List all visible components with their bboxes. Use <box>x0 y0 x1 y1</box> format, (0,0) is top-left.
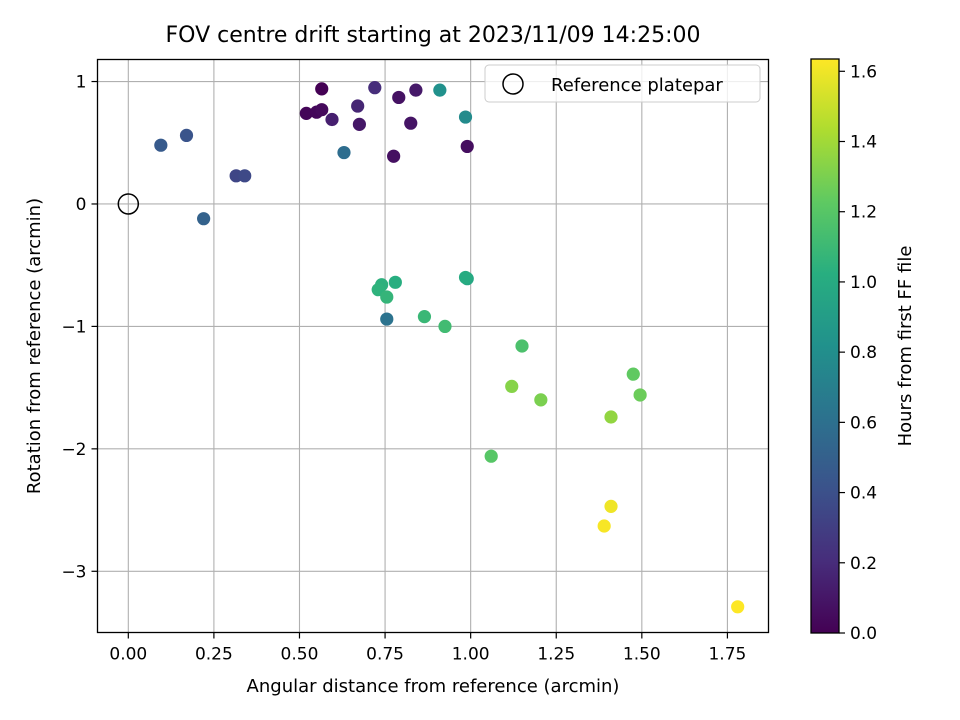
data-point <box>197 212 211 226</box>
data-point <box>438 319 452 334</box>
data-point <box>633 388 647 402</box>
data-point <box>505 379 519 394</box>
colorbar-tick-label: 0.4 <box>850 484 877 504</box>
data-point <box>154 138 168 152</box>
data-point <box>299 106 313 120</box>
grid-lines <box>97 59 769 633</box>
data-point <box>534 393 548 407</box>
data-points <box>117 81 745 614</box>
data-point <box>238 169 252 183</box>
colorbar-tick-label: 1.4 <box>850 133 877 153</box>
colorbar-tick-label: 1.0 <box>850 273 877 293</box>
data-point <box>484 449 498 463</box>
y-tick-label: −3 <box>61 562 86 582</box>
data-point <box>368 81 382 95</box>
data-point <box>460 139 474 154</box>
legend-box <box>484 64 761 103</box>
data-point <box>626 367 640 381</box>
x-axis-label: Angular distance from reference (arcmin) <box>247 676 620 697</box>
data-point <box>387 149 401 163</box>
colorbar-gradient <box>810 58 840 634</box>
colorbar-tick-label: 0.2 <box>850 554 877 574</box>
y-tick-label: −2 <box>61 440 86 460</box>
data-point <box>352 117 366 131</box>
data-point <box>604 410 618 424</box>
x-tick-label: 0.50 <box>281 645 319 665</box>
legend-label-reference: Reference platepar <box>551 75 723 96</box>
colorbar-label: Hours from first FF file <box>895 246 916 447</box>
colorbar-tick-label: 1.2 <box>850 203 877 223</box>
data-point <box>433 83 447 97</box>
data-point <box>409 83 423 97</box>
data-point <box>417 310 432 324</box>
y-tick-label: 1 <box>76 73 87 93</box>
colorbar-ticks: 0.0 0.2 0.4 0.6 0.8 1.0 1.2 1.4 1.6 <box>839 62 877 644</box>
data-point <box>325 112 339 127</box>
x-tick-label: 0.00 <box>109 645 147 665</box>
data-point <box>337 145 351 160</box>
x-tick-label: 0.75 <box>366 645 404 665</box>
data-point <box>515 339 529 353</box>
x-tick-label: 1.00 <box>452 645 490 665</box>
colorbar-tick-label: 0.8 <box>850 343 877 363</box>
data-point <box>388 275 402 289</box>
data-point <box>315 103 329 117</box>
plot-area-frame <box>96 58 770 634</box>
x-axis-ticks: 0.00 0.25 0.50 0.75 1.00 1.25 1.50 1.75 <box>109 632 746 665</box>
chart-title: FOV centre drift starting at 2023/11/09 … <box>166 23 701 48</box>
data-point <box>731 600 745 614</box>
data-point <box>371 283 385 297</box>
colorbar-tick-label: 1.6 <box>850 62 877 82</box>
y-tick-label: 0 <box>76 195 87 215</box>
colorbar-tick-label: 0.0 <box>850 624 877 644</box>
legend: Reference platepar <box>484 64 761 103</box>
data-point <box>604 499 618 513</box>
data-point <box>179 128 194 143</box>
data-point <box>380 312 394 326</box>
reference-platepar-marker <box>117 193 140 215</box>
data-point <box>380 290 394 304</box>
data-point <box>597 519 611 533</box>
legend-marker-reference <box>502 73 524 95</box>
data-point <box>458 110 473 124</box>
x-tick-label: 1.50 <box>623 645 661 665</box>
x-tick-label: 0.25 <box>195 645 233 665</box>
y-tick-label: −1 <box>61 317 86 337</box>
colorbar: 0.0 0.2 0.4 0.6 0.8 1.0 1.2 1.4 1.6 Hours from f… <box>810 58 916 644</box>
x-tick-label: 1.25 <box>537 645 575 665</box>
data-point <box>458 270 473 285</box>
y-axis-label: Rotation from reference (arcmin) <box>24 198 45 494</box>
data-point <box>315 82 329 96</box>
x-tick-label: 1.75 <box>708 645 746 665</box>
data-point <box>404 116 418 130</box>
y-axis-ticks: 1 0 −1 −2 −3 <box>61 73 98 582</box>
data-point <box>392 90 406 105</box>
data-point <box>351 99 365 113</box>
colorbar-tick-label: 0.6 <box>850 413 877 433</box>
